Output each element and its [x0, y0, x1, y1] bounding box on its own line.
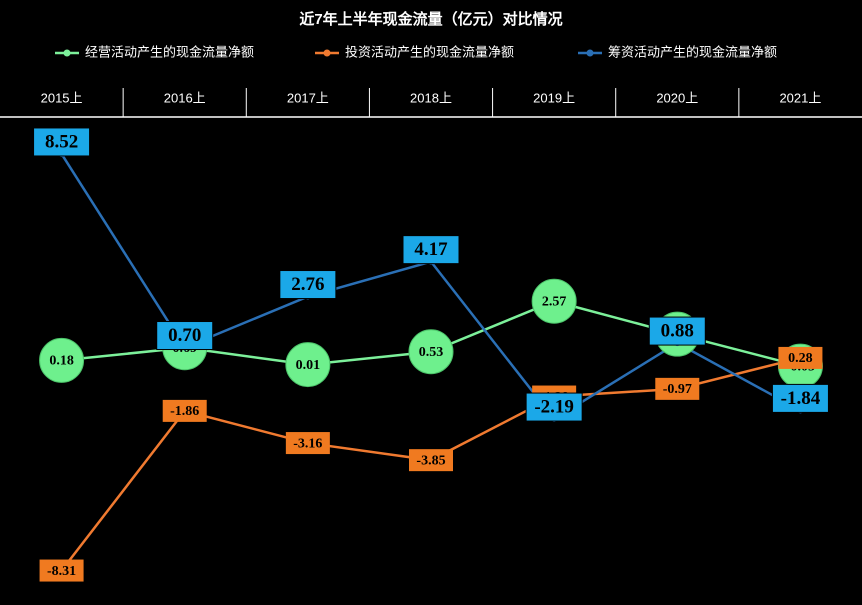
data-label: -0.97 [663, 382, 692, 397]
data-label-box [655, 377, 700, 400]
data-label: 2.76 [291, 274, 324, 295]
data-label: 0.18 [49, 354, 74, 369]
data-label-box [525, 392, 583, 422]
x-tick-label: 2020上 [656, 90, 698, 105]
data-label: 0.28 [788, 351, 813, 366]
data-point [531, 278, 577, 324]
x-tick-label: 2021上 [779, 90, 821, 105]
data-label-box [279, 270, 337, 300]
data-label: -3.16 [293, 436, 322, 451]
data-label-box [285, 432, 330, 455]
data-label: 0.70 [168, 325, 201, 346]
data-label: -2.19 [534, 396, 574, 417]
data-label-box [162, 399, 207, 422]
data-label: -1.86 [170, 404, 199, 419]
data-label-box [778, 346, 823, 369]
legend-marker [586, 49, 594, 57]
data-label: 0.88 [661, 320, 694, 341]
data-label-box [409, 449, 453, 472]
x-tick-label: 2019上 [533, 90, 575, 105]
data-label: 2.57 [542, 294, 567, 309]
data-point [39, 337, 85, 383]
x-tick-label: 2018上 [410, 90, 452, 105]
data-label-box [402, 235, 460, 265]
data-label-box [39, 559, 84, 582]
x-tick-label: 2017上 [287, 90, 329, 105]
legend-label: 经营活动产生的现金流量净额 [85, 44, 254, 59]
data-label: 0.01 [296, 358, 321, 373]
data-label: 0.53 [419, 345, 444, 360]
data-point [285, 342, 331, 388]
legend-label: 筹资活动产生的现金流量净额 [608, 44, 777, 59]
data-label: -1.84 [781, 388, 821, 409]
data-label: -3.85 [416, 453, 445, 468]
data-point [408, 329, 454, 375]
legend-marker [63, 49, 71, 57]
data-label-box [771, 383, 829, 413]
legend-marker [323, 49, 331, 57]
data-label-box [648, 316, 706, 346]
x-tick-label: 2015上 [41, 90, 83, 105]
chart-title: 近7年上半年现金流量（亿元）对比情况 [299, 10, 562, 28]
x-tick-label: 2016上 [164, 90, 206, 105]
data-label: 4.17 [414, 239, 448, 260]
data-label: -8.31 [47, 564, 76, 579]
data-label-box [156, 321, 214, 351]
data-label: 8.52 [45, 131, 78, 152]
legend-label: 投资活动产生的现金流量净额 [345, 44, 514, 59]
data-label-box [33, 127, 91, 157]
